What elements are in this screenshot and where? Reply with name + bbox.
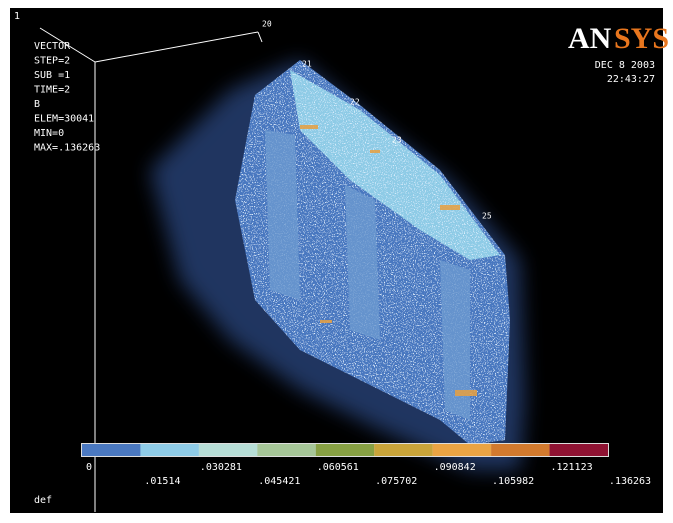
legend-label: .090842 bbox=[434, 462, 476, 473]
legend-label: .075702 bbox=[375, 476, 417, 487]
footer: def bbox=[34, 495, 52, 506]
legend-swatch bbox=[491, 444, 550, 456]
info-line: STEP=2 bbox=[34, 56, 70, 67]
info-line: SUB =1 bbox=[34, 70, 70, 81]
node-label: 20 bbox=[262, 20, 272, 29]
legend-swatch bbox=[198, 444, 258, 456]
time: 22:43:27 bbox=[607, 74, 655, 85]
info-line: MAX=.136263 bbox=[34, 143, 100, 154]
legend: 0 .01514 .030281 .045421 .060561 .075702 .0908… bbox=[81, 443, 651, 487]
legend-swatch bbox=[432, 444, 492, 456]
legend-label: .030281 bbox=[200, 462, 242, 473]
legend-swatch bbox=[549, 444, 608, 456]
node-label: 25 bbox=[482, 212, 492, 221]
legend-label: .060561 bbox=[317, 462, 359, 473]
legend-swatch bbox=[82, 444, 141, 456]
date: DEC 8 2003 bbox=[595, 60, 655, 71]
logo-sys: SYS bbox=[614, 22, 669, 55]
logo-an: AN bbox=[568, 22, 612, 55]
legend-label: .105982 bbox=[492, 476, 534, 487]
legend-label: .136263 bbox=[609, 476, 651, 487]
node-labels: 20 21 22 23 25 bbox=[262, 20, 492, 221]
node-label: 21 bbox=[302, 60, 312, 69]
legend-label: .01514 bbox=[144, 476, 180, 487]
info-block: VECTOR STEP=2 SUB =1 TIME=2 B ELEM=30041 MIN=0… bbox=[34, 41, 100, 154]
vector-plot bbox=[150, 60, 525, 470]
node-label: 23 bbox=[392, 136, 402, 145]
legend-swatch bbox=[374, 444, 433, 456]
info-line: B bbox=[34, 99, 40, 110]
legend-label: .121123 bbox=[550, 462, 592, 473]
legend-label: 0 bbox=[86, 462, 92, 473]
info-line: VECTOR bbox=[34, 41, 71, 52]
info-line: TIME=2 bbox=[34, 85, 70, 96]
info-line: ELEM=30041 bbox=[34, 114, 94, 125]
triad-lines bbox=[39, 27, 263, 512]
window-number: 1 bbox=[14, 11, 20, 22]
legend-label: .045421 bbox=[258, 476, 300, 487]
node-label: 22 bbox=[350, 98, 360, 107]
legend-swatch bbox=[315, 444, 375, 456]
legend-swatch bbox=[257, 444, 316, 456]
legend-swatch bbox=[140, 444, 199, 456]
info-line: MIN=0 bbox=[34, 128, 64, 139]
